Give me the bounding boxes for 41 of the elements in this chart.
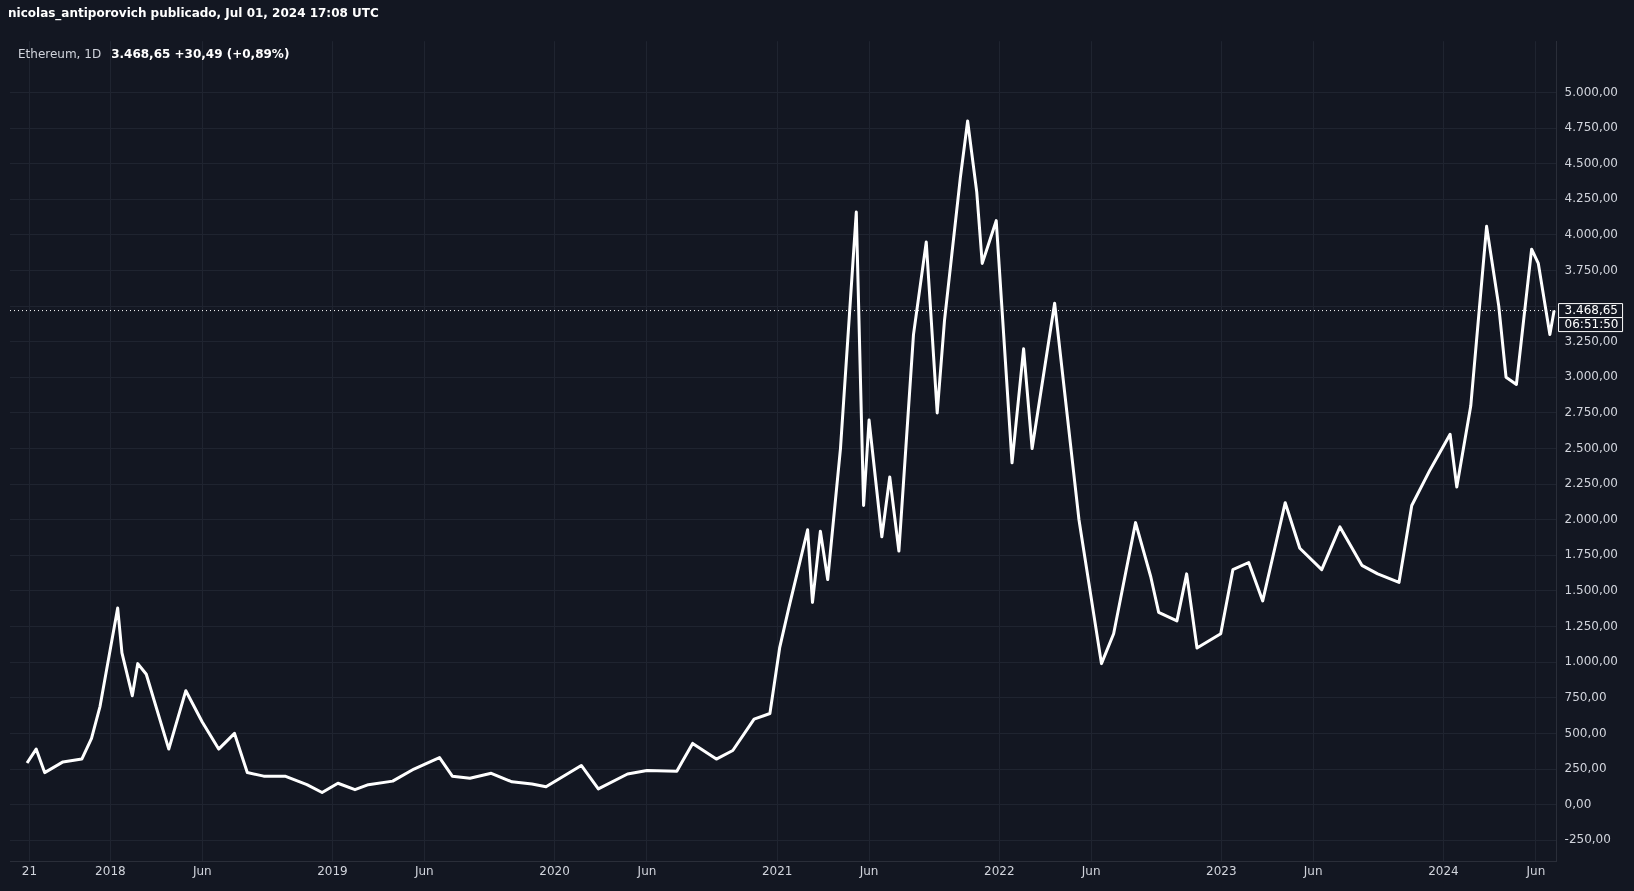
x-tick-label: 21 (21, 863, 38, 878)
y-tick-label: 2.250,00 (1564, 476, 1618, 491)
x-tick-label: Jun (413, 863, 434, 878)
y-tick-label: 0,00 (1564, 796, 1592, 811)
x-tick-label: Jun (636, 863, 657, 878)
text: nicolas_antiporovich publicado, Jul 01, 2024 17:08 UTC (7, 5, 380, 23)
y-tick-label: 4.250,00 (1564, 191, 1618, 206)
y-tick-label: 1.000,00 (1564, 654, 1618, 669)
y-tick-label: 500,00 (1564, 725, 1607, 740)
text: 06:51:50 (1564, 316, 1619, 331)
x-tick-label: 2018 (95, 863, 126, 878)
y-tick-label: 250,00 (1564, 761, 1607, 776)
y-tick-label: 3.750,00 (1564, 262, 1618, 277)
x-tick-label: Jun (1080, 863, 1101, 878)
x-tick-label: Jun (191, 863, 212, 878)
y-tick-label: 1.250,00 (1564, 618, 1618, 633)
y-tick-label: 2.750,00 (1564, 405, 1618, 420)
y-tick-label: 4.000,00 (1564, 227, 1618, 242)
ref-line-label: 3.468,65 (1564, 302, 1618, 317)
y-tick-label: 3.000,00 (1564, 369, 1618, 384)
text: Ethereum, 1D (18, 47, 102, 62)
y-tick-label: 5.000,00 (1564, 84, 1618, 99)
x-tick-label: Jun (1525, 863, 1546, 878)
text: 3.468,65 +30,49 (+0,89%) (111, 47, 290, 62)
y-tick-label: -250,00 (1564, 832, 1611, 847)
y-tick-label: 2.000,00 (1564, 511, 1618, 526)
y-tick-label: 2.500,00 (1564, 440, 1618, 455)
x-tick-label: Jun (858, 863, 879, 878)
x-tick-label: 2024 (1428, 863, 1459, 878)
y-tick-label: 1.750,00 (1564, 547, 1618, 562)
x-tick-label: Jun (1302, 863, 1323, 878)
y-tick-label: 4.500,00 (1564, 155, 1618, 170)
y-tick-label: 4.750,00 (1564, 120, 1618, 135)
x-tick-label: 2021 (761, 863, 793, 878)
x-tick-label: 2019 (317, 863, 348, 878)
x-tick-label: 2020 (539, 863, 570, 878)
x-tick-label: 2022 (983, 863, 1015, 878)
y-tick-label: 750,00 (1564, 689, 1607, 704)
x-tick-label: 2023 (1206, 863, 1237, 878)
y-tick-label: 1.500,00 (1564, 583, 1618, 598)
y-tick-label: 3.250,00 (1564, 333, 1618, 348)
